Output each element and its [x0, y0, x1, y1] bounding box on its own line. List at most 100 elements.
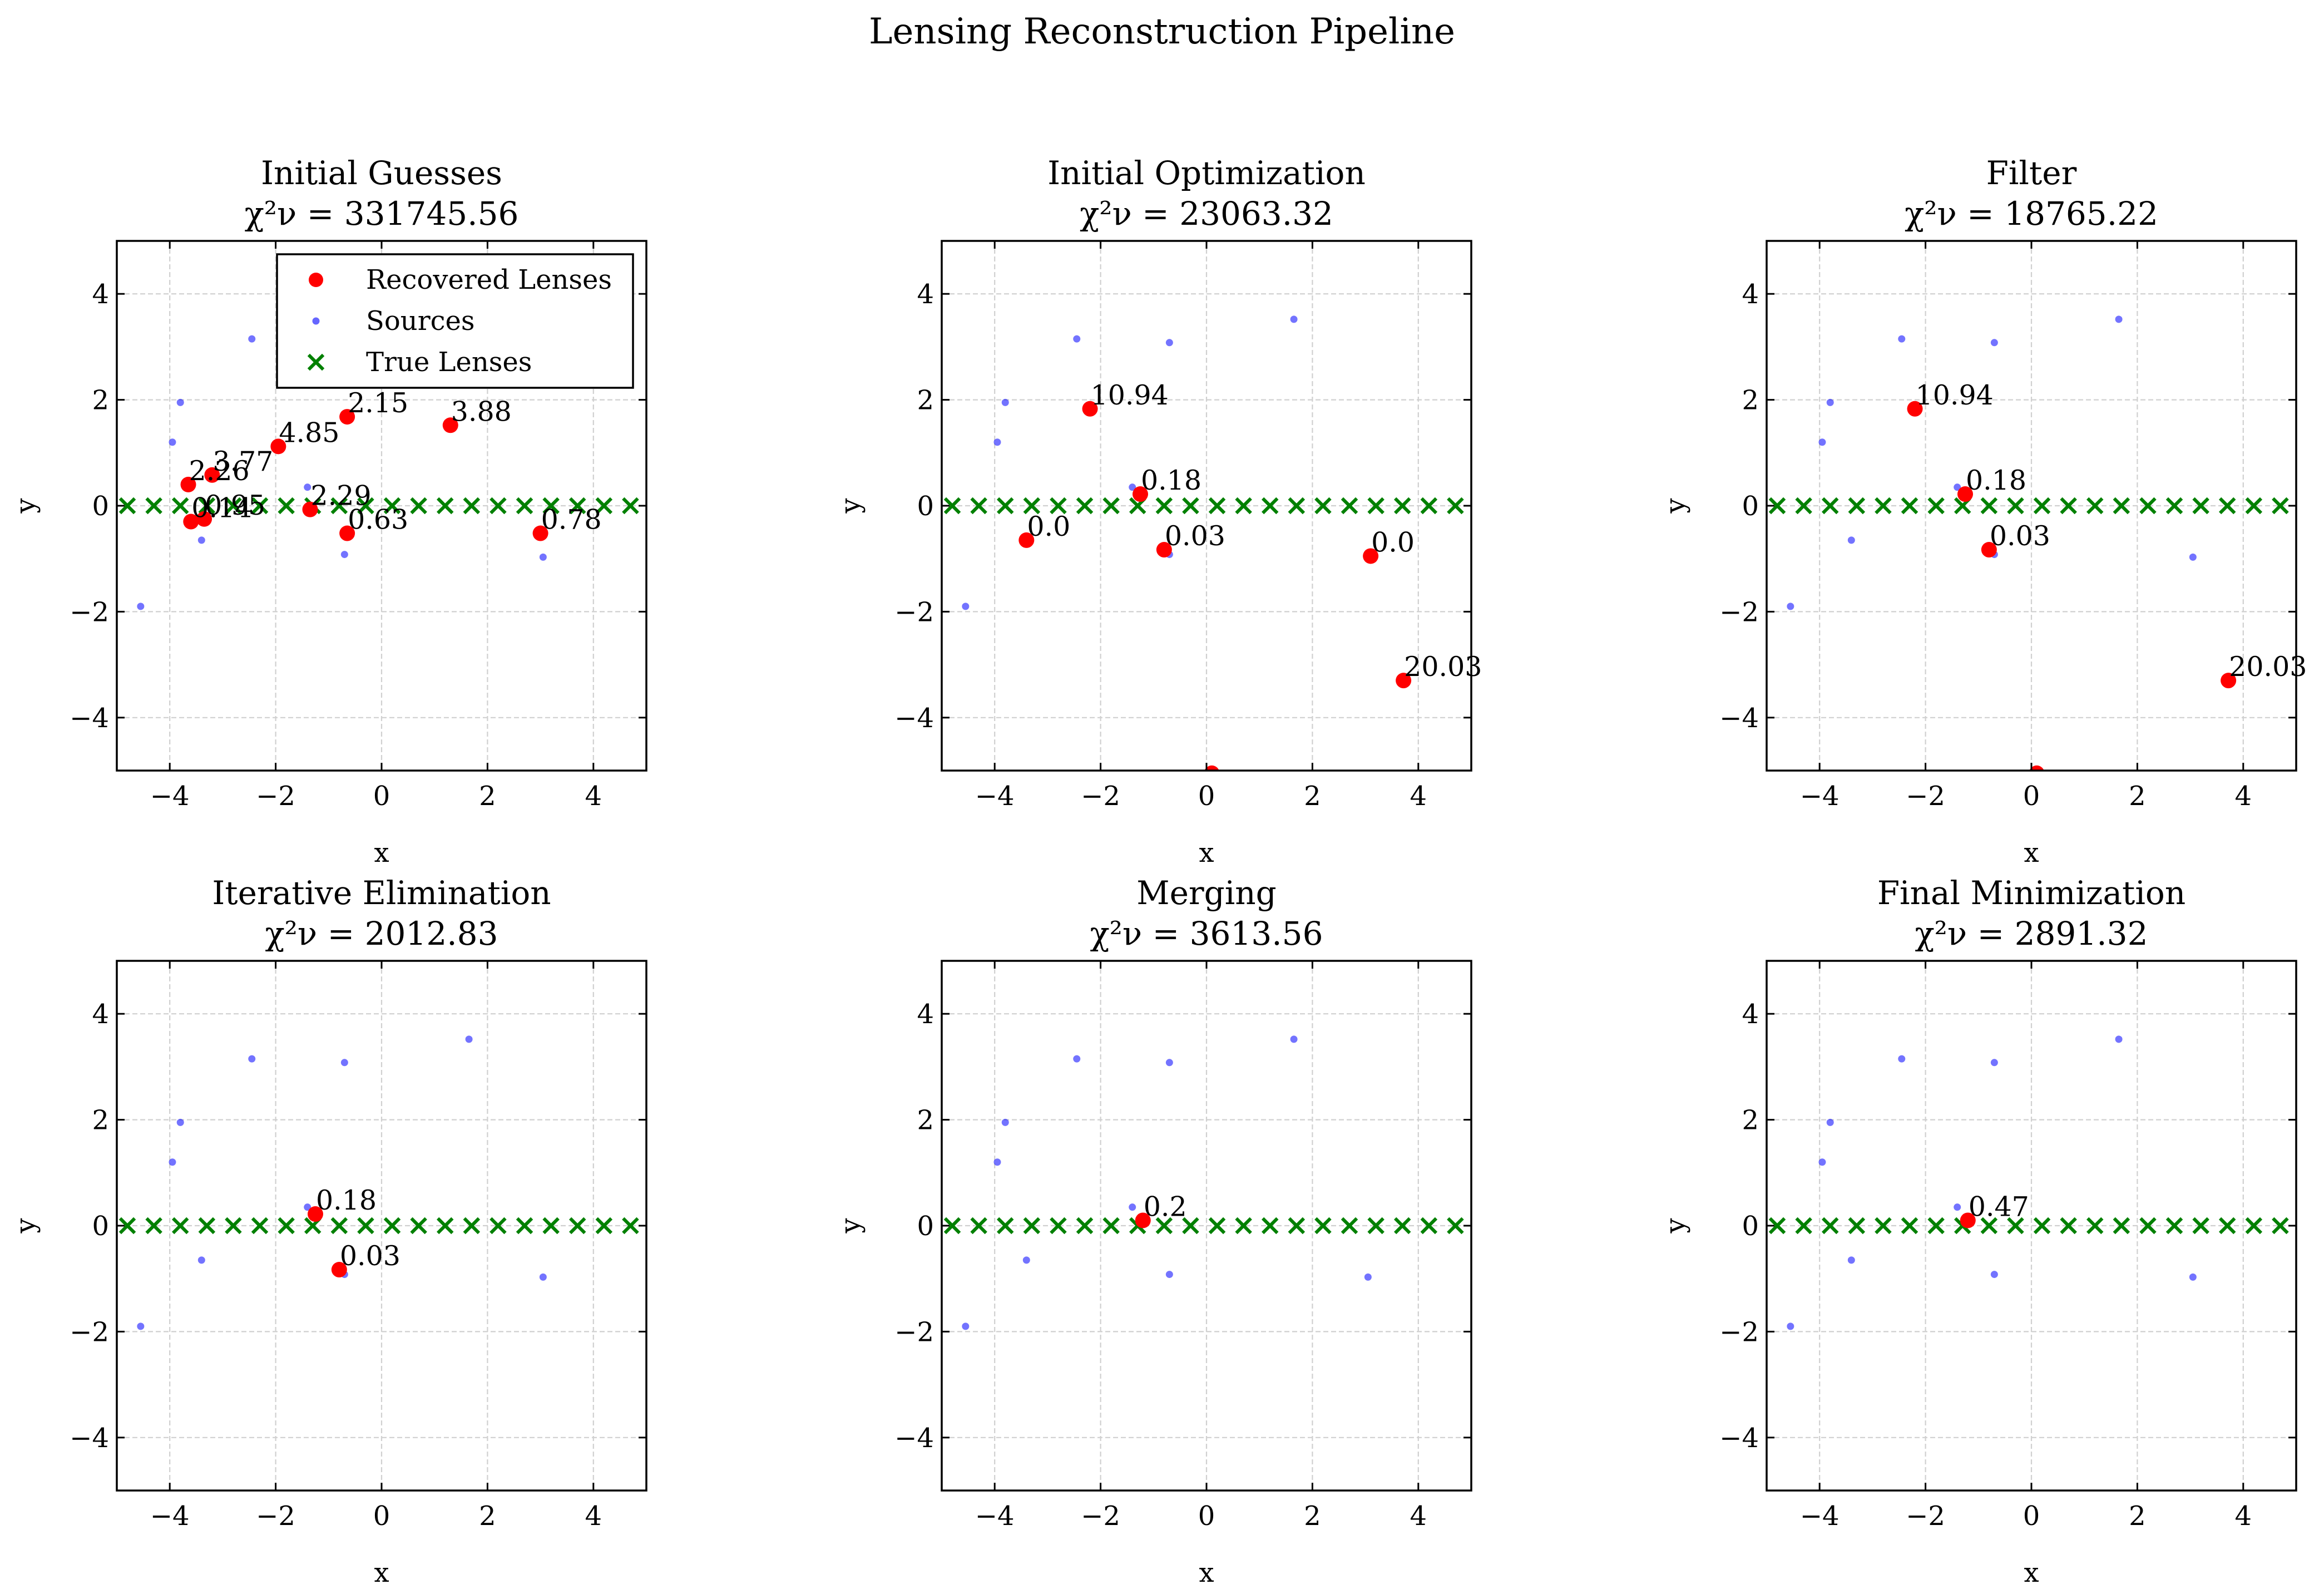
recovered-lens-point	[1957, 486, 1973, 502]
x-tick-label: 4	[2235, 781, 2252, 812]
panels: 2.263.77 0.140.95 4.85 2.29 2.15 0.63 3.88 0.78…	[10, 154, 2307, 1588]
true-lens-stroke-2	[1927, 1217, 1945, 1235]
source-point	[1290, 1035, 1298, 1043]
true-lens-marker	[2033, 1217, 2051, 1235]
panel-title: Initial Optimization	[1047, 154, 1366, 192]
x-tick-label: 2	[479, 781, 496, 812]
recovered-lens-point	[204, 467, 220, 483]
plot-area	[118, 1035, 639, 1330]
true-lens-marker	[1367, 1217, 1384, 1235]
source-point	[2189, 1273, 2197, 1281]
true-lens-stroke-2	[383, 497, 401, 515]
source-point	[137, 1322, 145, 1330]
true-lens-stroke-2	[330, 1217, 348, 1235]
x-tick-label: −4	[1800, 1501, 1840, 1532]
true-lens-stroke-2	[1023, 497, 1041, 515]
lens-annotation: 0.18	[1966, 465, 2026, 496]
true-lens-marker	[2245, 1217, 2263, 1235]
true-lens-marker	[1208, 1217, 1226, 1235]
true-lens-stroke-2	[1821, 497, 1839, 515]
true-lens-stroke-2	[2272, 497, 2289, 515]
true-lens-stroke-2	[1314, 1217, 1332, 1235]
source-point	[1954, 483, 1961, 491]
true-lens-stroke-2	[2060, 497, 2077, 515]
y-tick-label: −2	[70, 596, 109, 628]
y-tick-label: 2	[917, 385, 934, 416]
panel-chi2: χ²ν = 3613.56	[1090, 915, 1323, 953]
y-tick-label: 4	[92, 279, 109, 310]
recovered-lens-point	[1082, 401, 1098, 417]
true-lens-marker	[970, 497, 987, 515]
lens-annotation: 20.03	[2229, 651, 2307, 683]
true-lens-marker	[1768, 497, 1786, 515]
true-lens-stroke-2	[2245, 497, 2263, 515]
true-lens-marker	[595, 497, 613, 515]
x-tick-label: −4	[150, 1501, 190, 1532]
panel-3: 10.94 0.18 0.03 20.03 −4 −2 0 2 4 −4 −2 0 2 4 x y Filter…	[1660, 154, 2307, 868]
source-point	[1022, 1256, 1030, 1264]
true-lens-stroke-2	[1393, 1217, 1411, 1235]
true-lens-marker	[383, 1217, 401, 1235]
true-lens-marker	[1795, 497, 1812, 515]
true-lens-stroke-2	[198, 1217, 216, 1235]
true-lens-marker	[225, 497, 242, 515]
true-lens-stroke-2	[996, 497, 1014, 515]
true-lens-marker	[1235, 497, 1252, 515]
source-point	[1787, 1322, 1794, 1330]
y-tick-label: 4	[92, 999, 109, 1030]
source-point	[2189, 553, 2197, 561]
source-point	[1954, 1203, 1961, 1211]
true-lens-stroke-2	[568, 497, 586, 515]
legend-marker	[307, 353, 325, 371]
true-lens-stroke-2	[1393, 497, 1411, 515]
true-lens-stroke-2	[568, 1217, 586, 1235]
x-tick-label: 0	[1198, 1501, 1215, 1532]
plot-area	[943, 315, 1464, 771]
y-tick-label: −2	[894, 596, 934, 628]
source-point	[340, 551, 348, 559]
lens-annotation: 0.03	[1165, 520, 1225, 552]
true-lens-stroke-2	[251, 1217, 269, 1235]
ticks: −4 −2 0 2 4 −4 −2 0 2 4	[70, 961, 646, 1532]
true-lens-marker	[410, 497, 427, 515]
true-lens-stroke-2	[1102, 1217, 1120, 1235]
source-point	[340, 1059, 348, 1067]
panel-chi2: χ²ν = 18765.22	[1905, 195, 2158, 233]
true-lens-stroke-2	[2192, 497, 2209, 515]
lens-annotation: 2.15	[348, 387, 408, 419]
source-point	[1364, 1273, 1372, 1281]
true-lens-stroke-2	[595, 497, 613, 515]
true-lens-stroke-2	[171, 1217, 189, 1235]
lens-annotation: 3.77	[212, 446, 273, 477]
true-lens-marker	[1261, 1217, 1279, 1235]
true-lens-stroke-2	[1155, 1217, 1173, 1235]
true-lens-stroke-2	[1901, 497, 1918, 515]
x-tick-label: 0	[1198, 781, 1215, 812]
y-tick-label: 0	[92, 1211, 109, 1242]
source-point	[169, 1158, 176, 1166]
ticks: −4 −2 0 2 4 −4 −2 0 2 4	[894, 961, 1471, 1532]
recovered-lens-point	[1981, 542, 1997, 558]
true-lens-stroke-2	[516, 497, 533, 515]
source-point	[1129, 483, 1136, 491]
true-lens-marker	[1208, 497, 1226, 515]
true-lens-marker	[198, 1217, 216, 1235]
true-lens-stroke-2	[489, 1217, 507, 1235]
recovered-lens-point	[331, 1262, 347, 1278]
true-lens-stroke-2	[1235, 1217, 1252, 1235]
plot-area	[1768, 315, 2289, 771]
true-lens-stroke-2	[1314, 497, 1332, 515]
y-tick-label: −4	[70, 1423, 109, 1454]
true-lens-stroke-2	[1768, 497, 1786, 515]
true-lens-stroke-2	[2007, 1217, 2024, 1235]
true-lens-stroke-2	[278, 497, 295, 515]
true-lens-stroke-2	[383, 1217, 401, 1235]
figure-title: Lensing Reconstruction Pipeline	[869, 11, 1455, 52]
true-lens-marker	[1821, 497, 1839, 515]
source-point	[1826, 398, 1834, 406]
source-point	[539, 1273, 547, 1281]
legend-label: Recovered Lenses	[366, 264, 612, 295]
y-tick-label: 4	[1742, 279, 1759, 310]
panel-1: 2.263.77 0.140.95 4.85 2.29 2.15 0.63 3.88 0.78…	[10, 154, 647, 868]
